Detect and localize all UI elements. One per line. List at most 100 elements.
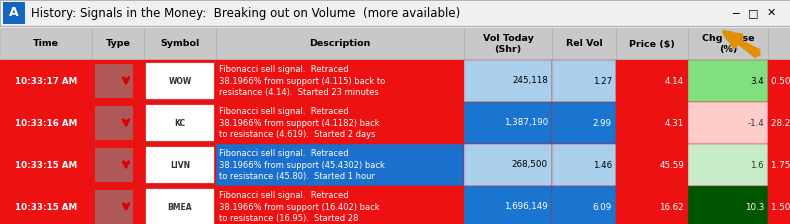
Text: Symbol: Symbol — [160, 39, 200, 49]
Text: 45.59: 45.59 — [659, 161, 684, 170]
Bar — [552, 60, 616, 102]
Bar — [0, 28, 92, 60]
Bar — [216, 144, 464, 186]
Bar — [768, 60, 790, 102]
Bar — [144, 28, 216, 60]
Text: Description: Description — [310, 39, 371, 49]
Text: 1.75 trad...: 1.75 trad... — [771, 161, 790, 170]
Bar — [688, 144, 768, 186]
Bar — [768, 102, 790, 144]
Text: 10:33:15 AM: 10:33:15 AM — [15, 161, 77, 170]
Text: Chg Close
(%): Chg Close (%) — [702, 34, 754, 54]
Bar — [688, 102, 768, 144]
Bar — [616, 144, 688, 186]
Bar — [3, 2, 25, 24]
Bar — [552, 28, 616, 60]
Bar — [144, 144, 216, 186]
Text: 3.4: 3.4 — [750, 77, 764, 86]
Bar — [144, 186, 216, 224]
Bar — [616, 102, 688, 144]
Text: LIVN: LIVN — [170, 161, 190, 170]
Bar — [464, 60, 552, 102]
Text: 1.46: 1.46 — [592, 161, 612, 170]
Bar — [464, 186, 552, 224]
Text: BMEA: BMEA — [165, 202, 194, 211]
Text: Vol Today
(Shr): Vol Today (Shr) — [483, 34, 533, 54]
Text: 4.31: 4.31 — [664, 118, 684, 127]
Bar — [0, 186, 92, 224]
Bar — [92, 144, 144, 186]
Text: Time: Time — [33, 39, 59, 49]
Bar — [552, 144, 616, 186]
Text: 10:33:17 AM: 10:33:17 AM — [15, 77, 77, 86]
Bar — [688, 60, 768, 102]
Text: 6.09: 6.09 — [592, 202, 612, 211]
Bar — [216, 186, 464, 224]
Text: LIVN: LIVN — [168, 161, 192, 170]
Text: Fibonacci sell signal.  Retraced
38.1966% from support (4.115) back to
resistanc: Fibonacci sell signal. Retraced 38.1966%… — [219, 65, 386, 97]
Bar — [464, 102, 552, 144]
Text: KC: KC — [173, 118, 186, 127]
Text: Rel Vol: Rel Vol — [566, 39, 603, 49]
Text: 10:33:15 AM: 10:33:15 AM — [15, 202, 77, 211]
Bar — [95, 148, 133, 182]
Bar — [92, 186, 144, 224]
Text: A: A — [9, 6, 19, 19]
Bar — [688, 28, 768, 60]
Bar — [216, 28, 464, 60]
Text: 28.25 tra...: 28.25 tra... — [771, 118, 790, 127]
Bar — [92, 102, 144, 144]
Bar — [768, 144, 790, 186]
Text: 0.50 trad...: 0.50 trad... — [771, 77, 790, 86]
Text: WOW: WOW — [168, 77, 192, 86]
Text: Fibonacci sell signal.  Retraced
38.1966% from support (4.1182) back
to resistan: Fibonacci sell signal. Retraced 38.1966%… — [219, 107, 380, 139]
Bar — [146, 105, 214, 141]
Text: KC: KC — [175, 118, 186, 127]
Bar — [95, 190, 133, 224]
Bar — [144, 102, 216, 144]
Text: 16.62: 16.62 — [660, 202, 684, 211]
Bar — [0, 0, 790, 26]
Text: 1,387,190: 1,387,190 — [504, 118, 548, 127]
Text: 1.6: 1.6 — [750, 161, 764, 170]
Bar — [95, 64, 133, 98]
Text: 1,696,149: 1,696,149 — [504, 202, 548, 211]
Text: 2.99: 2.99 — [592, 118, 612, 127]
Bar — [92, 28, 144, 60]
Text: 10.3: 10.3 — [745, 202, 764, 211]
Text: 1.27: 1.27 — [592, 77, 612, 86]
Text: 268,500: 268,500 — [512, 161, 548, 170]
Bar — [768, 186, 790, 224]
Bar — [146, 147, 214, 183]
Bar — [0, 60, 92, 102]
Bar — [768, 28, 790, 60]
Text: Fibonacci sell signal.  Retraced
38.1966% from support (16.402) back
to resistan: Fibonacci sell signal. Retraced 38.1966%… — [219, 191, 380, 223]
Text: 10:33:16 AM: 10:33:16 AM — [15, 118, 77, 127]
Bar — [216, 60, 464, 102]
Text: -1.4: -1.4 — [747, 118, 764, 127]
Bar — [146, 189, 214, 224]
Text: 1.50 trad...: 1.50 trad... — [771, 202, 790, 211]
Bar — [688, 186, 768, 224]
Text: ✕: ✕ — [766, 8, 776, 18]
Bar — [0, 144, 92, 186]
Text: ─: ─ — [732, 8, 739, 18]
Text: Fibonacci sell signal.  Retraced
38.1966% from support (45.4302) back
to resista: Fibonacci sell signal. Retraced 38.1966%… — [219, 149, 385, 181]
Bar — [464, 28, 552, 60]
Bar — [552, 186, 616, 224]
Bar — [92, 60, 144, 102]
Bar — [0, 102, 92, 144]
Text: BMEA: BMEA — [167, 202, 192, 211]
Bar — [464, 144, 552, 186]
Bar — [616, 186, 688, 224]
Text: 245,118: 245,118 — [512, 77, 548, 86]
Text: Type: Type — [106, 39, 130, 49]
Text: 4.14: 4.14 — [665, 77, 684, 86]
Bar — [216, 102, 464, 144]
Text: History: Signals in the Money:  Breaking out on Volume  (more available): History: Signals in the Money: Breaking … — [31, 6, 461, 19]
Bar — [552, 102, 616, 144]
Text: Price ($): Price ($) — [629, 39, 675, 49]
Bar — [95, 106, 133, 140]
Bar — [616, 28, 688, 60]
Bar — [144, 60, 216, 102]
